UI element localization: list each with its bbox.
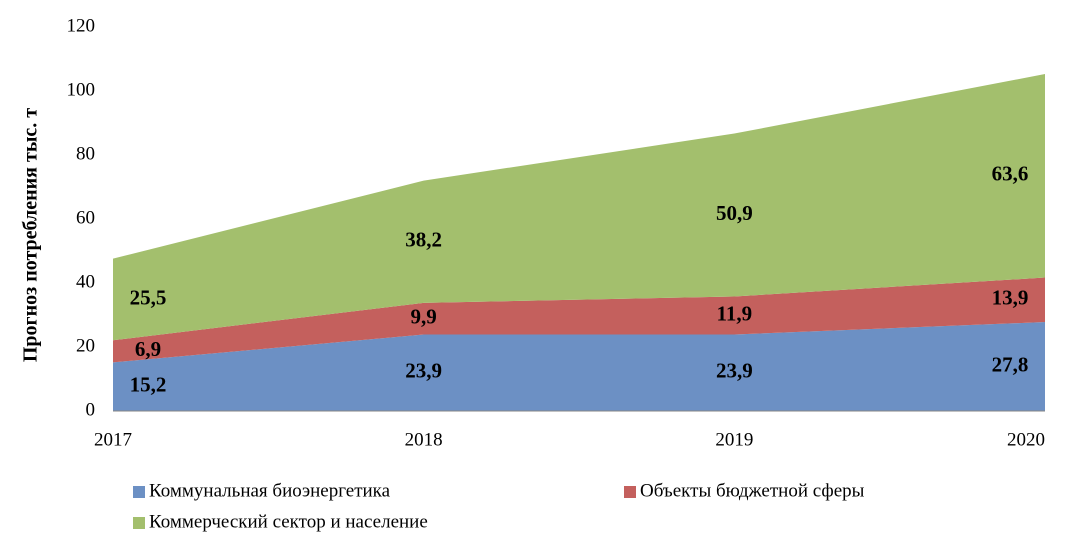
- data-label: 13,9: [992, 286, 1029, 310]
- data-label: 50,9: [716, 201, 753, 225]
- x-tick-label: 2019: [715, 429, 753, 450]
- data-label: 23,9: [405, 359, 442, 383]
- x-tick-label: 2018: [405, 429, 443, 450]
- area: [113, 277, 1045, 363]
- data-label: 23,9: [716, 359, 753, 383]
- y-tick-label: 100: [67, 79, 96, 100]
- data-label: 38,2: [405, 228, 442, 252]
- x-tick-label: 2017: [94, 429, 132, 450]
- y-tick-label: 80: [76, 143, 95, 164]
- legend-swatch: [133, 486, 145, 498]
- legend-swatch: [624, 486, 636, 498]
- legend-swatch: [133, 517, 145, 529]
- data-label: 25,5: [130, 285, 167, 309]
- y-tick-label: 20: [76, 335, 95, 356]
- y-tick-label: 0: [86, 399, 96, 420]
- data-label: 6,9: [135, 337, 161, 361]
- data-label: 9,9: [411, 304, 437, 328]
- legend-label: Объекты бюджетной сферы: [640, 480, 865, 501]
- data-label: 27,8: [992, 352, 1029, 376]
- data-label: 63,6: [992, 162, 1029, 186]
- x-tick-label: 2020: [1007, 429, 1045, 450]
- y-tick-label: 60: [76, 207, 95, 228]
- y-tick-label: 120: [67, 15, 96, 36]
- legend-label: Коммерческий сектор и население: [149, 511, 428, 532]
- legend-label: Коммунальная биоэнергетика: [149, 480, 391, 501]
- y-axis-label: Прогноз потребления тыс. т: [20, 108, 42, 362]
- data-label: 15,2: [130, 372, 167, 396]
- area: [113, 322, 1045, 411]
- y-tick-label: 40: [76, 271, 95, 292]
- area: [113, 74, 1045, 341]
- data-label: 11,9: [717, 301, 753, 325]
